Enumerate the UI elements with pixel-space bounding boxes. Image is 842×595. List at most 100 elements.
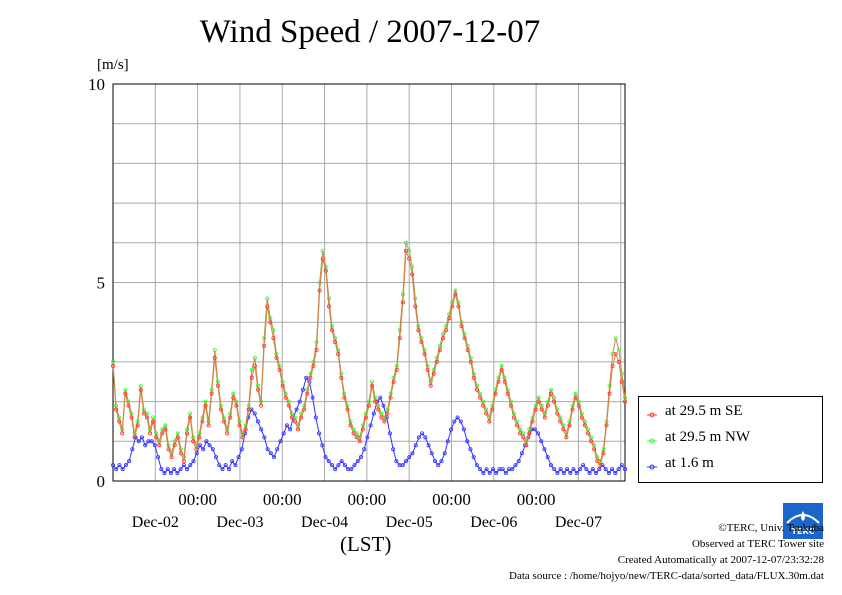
- data-point: [123, 387, 128, 392]
- data-point: [136, 439, 141, 444]
- credits: ©TERC, Univ. Tsukuba Observed at TERC To…: [509, 520, 824, 584]
- data-point: [204, 439, 209, 444]
- data-point: [548, 387, 553, 392]
- data-point: [455, 415, 460, 420]
- data-point: [444, 324, 449, 329]
- data-point: [129, 415, 134, 420]
- data-point: [613, 351, 618, 356]
- data-point: [215, 383, 220, 388]
- data-point: [262, 344, 267, 349]
- plot-frame: [112, 83, 626, 482]
- data-point: [539, 439, 544, 444]
- data-point: [366, 403, 371, 408]
- data-point: [357, 439, 362, 444]
- data-point: [289, 411, 294, 416]
- data-point: [437, 344, 442, 349]
- y-tick-label: 5: [97, 274, 106, 293]
- x-tick-time-label: 00:00: [263, 490, 302, 509]
- data-point: [178, 451, 183, 456]
- data-point: [616, 359, 621, 364]
- data-point: [590, 467, 595, 472]
- data-point: [404, 240, 409, 245]
- legend-marker-nw: [647, 434, 657, 444]
- data-point: [378, 395, 383, 400]
- data-point: [172, 467, 177, 472]
- data-point: [363, 411, 368, 416]
- data-point: [255, 387, 260, 392]
- data-point: [157, 443, 162, 448]
- data-point: [326, 304, 331, 309]
- data-point: [449, 427, 454, 432]
- data-point: [502, 375, 507, 380]
- data-point: [222, 415, 227, 420]
- data-point: [527, 427, 532, 432]
- data-point: [530, 419, 535, 424]
- data-point: [513, 463, 518, 468]
- data-point: [413, 296, 418, 301]
- data-point: [426, 443, 431, 448]
- data-point: [394, 367, 399, 372]
- data-point: [349, 467, 354, 472]
- data-point: [323, 455, 328, 460]
- data-point: [585, 431, 590, 436]
- data-point: [521, 435, 526, 440]
- data-point: [601, 451, 606, 456]
- data-point: [117, 463, 122, 468]
- data-point: [111, 463, 116, 468]
- data-point: [445, 439, 450, 444]
- data-point: [610, 467, 615, 472]
- data-point: [120, 431, 125, 436]
- data-point: [508, 403, 513, 408]
- data-point: [188, 463, 193, 468]
- data-point: [236, 455, 241, 460]
- data-point: [225, 431, 230, 436]
- data-point: [320, 248, 325, 253]
- series-group: [111, 240, 628, 476]
- data-point: [342, 395, 347, 400]
- data-point: [166, 447, 171, 452]
- data-point: [600, 463, 605, 468]
- data-point: [579, 415, 584, 420]
- data-point: [289, 415, 294, 420]
- data-point: [152, 443, 157, 448]
- data-point: [151, 415, 156, 420]
- data-point: [516, 459, 521, 464]
- data-point: [281, 431, 286, 436]
- data-point: [503, 471, 508, 476]
- data-point: [404, 459, 409, 464]
- data-point: [283, 395, 288, 400]
- grid-lines: [113, 84, 625, 481]
- legend-label-nw: at 29.5 m NW: [665, 429, 750, 445]
- data-point: [234, 403, 239, 408]
- data-point: [511, 411, 516, 416]
- data-point: [462, 336, 467, 341]
- data-point: [453, 288, 458, 293]
- data-point: [499, 367, 504, 372]
- y-axis: 0 5 10: [88, 75, 105, 491]
- data-point: [416, 328, 421, 333]
- data-point: [613, 336, 618, 341]
- data-point: [299, 415, 304, 420]
- data-point: [450, 300, 455, 305]
- data-point: [175, 431, 180, 436]
- data-point: [552, 467, 557, 472]
- data-point: [387, 431, 392, 436]
- data-point: [148, 431, 153, 436]
- data-point: [144, 415, 149, 420]
- data-point: [595, 455, 600, 460]
- data-point: [151, 419, 156, 424]
- data-point: [434, 355, 439, 360]
- x-tick-date-label: Dec-07: [555, 514, 602, 531]
- data-point: [570, 407, 575, 412]
- data-point: [539, 407, 544, 412]
- legend-label-low: at 1.6 m: [665, 455, 714, 471]
- data-point: [345, 407, 350, 412]
- data-point: [259, 403, 264, 408]
- data-point: [458, 419, 463, 424]
- data-point: [496, 375, 501, 380]
- data-point: [154, 435, 159, 440]
- data-point: [223, 463, 228, 468]
- x-tick-time-label: 00:00: [348, 490, 387, 509]
- data-point: [610, 363, 615, 368]
